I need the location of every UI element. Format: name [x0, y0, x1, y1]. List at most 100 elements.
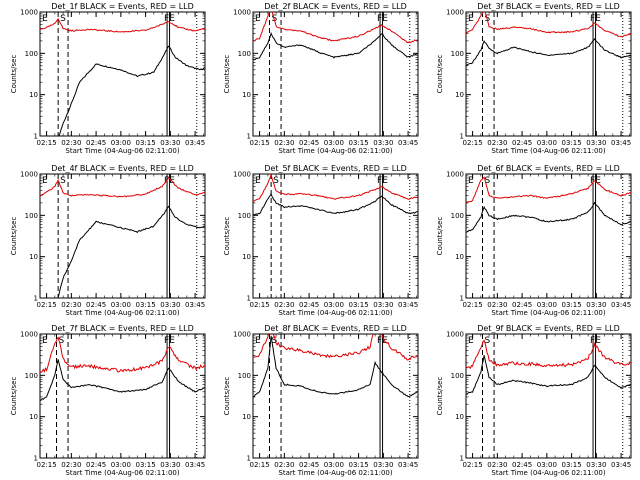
time-marker-label: FE	[590, 336, 601, 346]
plot-frame	[465, 11, 632, 137]
lld-series-line	[40, 17, 205, 33]
y-tick-label: 1000	[233, 171, 251, 179]
time-marker-label: E	[42, 176, 48, 186]
x-tick-label: 03:15	[136, 301, 156, 309]
panel-title: Det_5f BLACK = Events, RED = LLD	[264, 164, 407, 173]
x-tick-label: 02:45	[86, 461, 106, 469]
time-marker-label: S	[485, 176, 491, 186]
y-tick-label: 100	[25, 212, 38, 220]
lld-series-line	[466, 176, 631, 204]
time-marker-label: S	[59, 336, 65, 346]
time-marker-label: E	[468, 176, 474, 186]
y-tick-label: 10	[242, 253, 251, 261]
time-marker-label: FE	[590, 14, 601, 24]
x-axis-label: Start Time (04-Aug-06 02:11:00)	[491, 309, 605, 317]
y-tick-label: 10	[242, 91, 251, 99]
x-tick-label: 02:30	[61, 139, 81, 147]
events-series-line	[253, 335, 418, 398]
y-tick-label: 1000	[446, 171, 464, 179]
time-marker-label: FE	[164, 14, 175, 24]
x-tick-label: 03:30	[160, 461, 180, 469]
panel-4: Det_4f BLACK = Events, RED = LLD 1 10 100 10…	[10, 164, 206, 317]
y-tick-label: 1000	[233, 9, 251, 17]
lld-series-line	[253, 334, 418, 361]
x-tick-label: 03:45	[398, 461, 418, 469]
y-axis-label: Counts/sec	[223, 217, 231, 256]
x-tick-label: 03:00	[537, 461, 557, 469]
x-axis-label: Start Time (04-Aug-06 02:11:00)	[278, 147, 392, 155]
x-tick-label: 02:30	[487, 139, 507, 147]
lld-series-line	[40, 176, 205, 198]
lld-series-line	[253, 12, 418, 44]
y-tick-label: 1	[460, 133, 464, 141]
events-series-line	[466, 355, 631, 395]
plot-frame	[252, 11, 419, 137]
time-marker-label: E	[255, 176, 261, 186]
x-tick-label: 03:45	[185, 461, 205, 469]
x-tick-label: 03:00	[111, 301, 131, 309]
y-tick-label: 1000	[233, 331, 251, 339]
y-tick-label: 1000	[20, 331, 38, 339]
panel-title: Det_7f BLACK = Events, RED = LLD	[51, 324, 194, 333]
y-tick-label: 100	[25, 50, 38, 58]
x-tick-label: 03:30	[586, 461, 606, 469]
x-tick-label: 03:45	[398, 301, 418, 309]
events-series-line	[466, 201, 631, 233]
x-axis-label: Start Time (04-Aug-06 02:11:00)	[278, 309, 392, 317]
x-tick-label: 02:45	[299, 461, 319, 469]
x-tick-label: 02:45	[512, 139, 532, 147]
y-tick-label: 10	[29, 91, 38, 99]
y-tick-label: 100	[238, 372, 251, 380]
x-axis-label: Start Time (04-Aug-06 02:11:00)	[65, 469, 179, 477]
y-tick-label: 100	[451, 372, 464, 380]
panel-3: Det_3f BLACK = Events, RED = LLD 1 10 100 10…	[436, 2, 632, 155]
time-marker-label: E	[42, 14, 48, 24]
events-series-line	[253, 192, 418, 216]
panel-title: Det_6f BLACK = Events, RED = LLD	[477, 164, 620, 173]
y-tick-label: 1	[460, 455, 464, 463]
y-tick-label: 1	[460, 295, 464, 303]
y-tick-label: 1	[34, 455, 38, 463]
x-tick-label: 03:45	[185, 301, 205, 309]
x-tick-label: 02:30	[274, 139, 294, 147]
time-marker-label: FE	[590, 176, 601, 186]
panel-title: Det_9f BLACK = Events, RED = LLD	[477, 324, 620, 333]
time-marker-label: FE	[377, 14, 388, 24]
x-tick-label: 02:15	[37, 301, 57, 309]
x-tick-label: 03:00	[537, 301, 557, 309]
y-axis-label: Counts/sec	[10, 217, 18, 256]
panel-title: Det_1f BLACK = Events, RED = LLD	[51, 2, 194, 11]
x-tick-label: 03:30	[373, 301, 393, 309]
y-tick-label: 100	[25, 372, 38, 380]
x-tick-label: 02:15	[37, 461, 57, 469]
y-tick-label: 10	[29, 253, 38, 261]
x-axis-label: Start Time (04-Aug-06 02:11:00)	[65, 147, 179, 155]
y-tick-label: 10	[455, 253, 464, 261]
x-tick-label: 03:30	[586, 301, 606, 309]
plot-frame	[39, 173, 206, 299]
panel-9: Det_9f BLACK = Events, RED = LLD 1 10 100 10…	[436, 324, 632, 477]
panel-title: Det_3f BLACK = Events, RED = LLD	[477, 2, 620, 11]
y-axis-label: Counts/sec	[223, 55, 231, 94]
y-tick-label: 100	[451, 50, 464, 58]
y-axis-label: Counts/sec	[223, 377, 231, 416]
x-tick-label: 02:45	[86, 301, 106, 309]
panel-7: Det_7f BLACK = Events, RED = LLD 1 10 100 10…	[10, 324, 206, 477]
y-tick-label: 1	[34, 133, 38, 141]
x-axis-label: Start Time (04-Aug-06 02:11:00)	[278, 469, 392, 477]
x-tick-label: 03:00	[537, 139, 557, 147]
time-marker-label: E	[255, 14, 261, 24]
x-tick-label: 03:00	[111, 461, 131, 469]
x-tick-label: 03:00	[111, 139, 131, 147]
plot-frame	[465, 333, 632, 459]
y-tick-label: 1	[247, 295, 251, 303]
x-tick-label: 03:45	[611, 461, 631, 469]
lld-series-line	[466, 339, 631, 370]
x-tick-label: 02:15	[37, 139, 57, 147]
events-series-line	[253, 31, 418, 61]
y-tick-label: 1	[34, 295, 38, 303]
y-tick-label: 10	[455, 91, 464, 99]
time-marker-label: S	[485, 336, 491, 346]
x-tick-label: 02:15	[463, 301, 483, 309]
x-tick-label: 03:00	[324, 301, 344, 309]
